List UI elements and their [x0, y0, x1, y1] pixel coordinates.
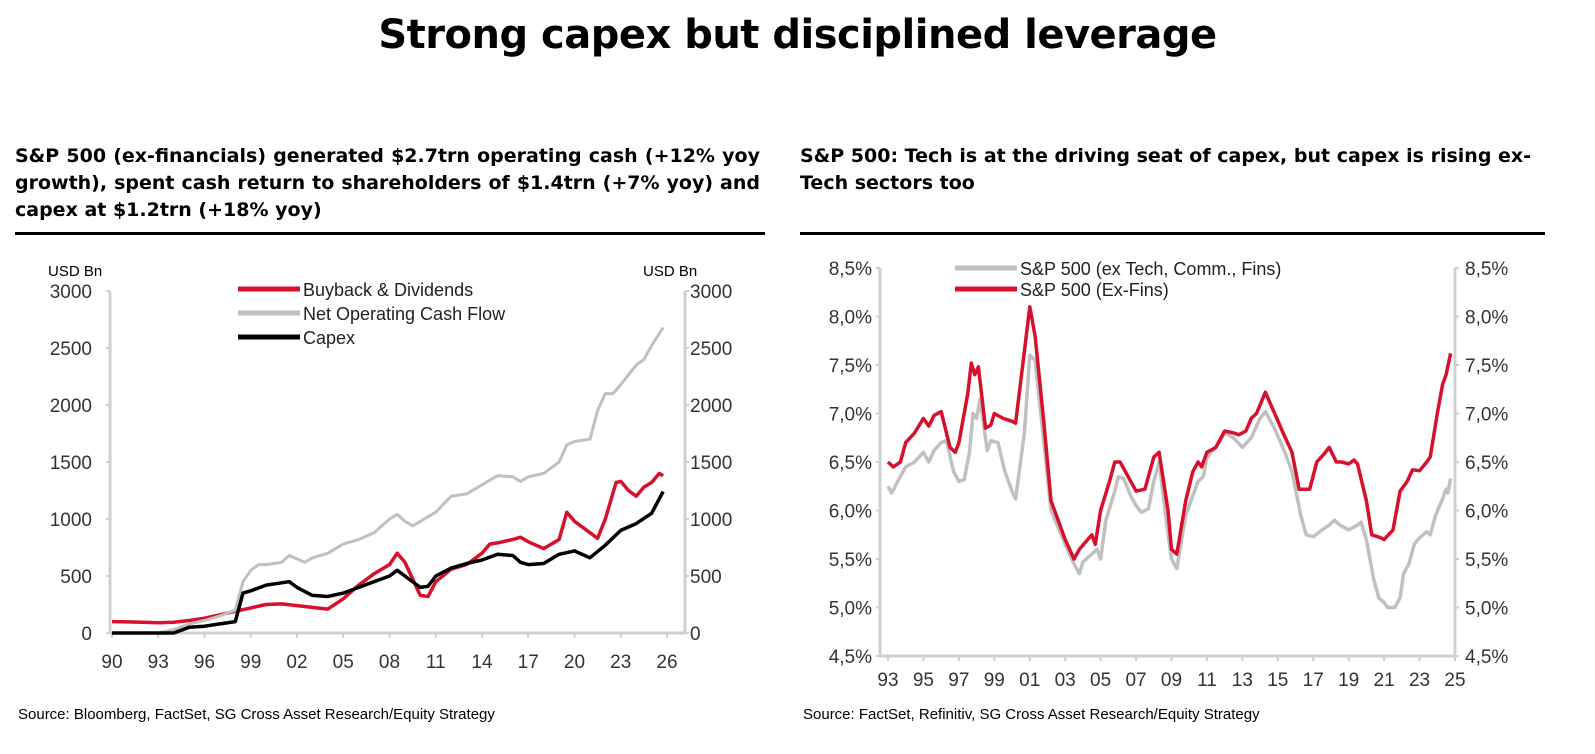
- x-tick-label: 15: [1267, 670, 1288, 691]
- y-tick-label-left: 7,0%: [829, 405, 872, 426]
- y-tick-label-left: 7,5%: [829, 356, 872, 377]
- x-tick-label: 14: [471, 652, 493, 673]
- x-tick-label: 01: [1019, 670, 1040, 691]
- series-line-s-p-500-ex-tech-comm-fins-: [886, 353, 1453, 610]
- y-tick-label-left: 8,5%: [829, 259, 872, 280]
- y-tick-label-right: 2000: [690, 396, 732, 417]
- x-tick-label: 23: [610, 652, 631, 673]
- x-tick-label: 11: [426, 652, 446, 673]
- y-tick-label-left: 2500: [50, 339, 92, 360]
- chart-1: 0 0 500 500 1000 1000 1500 1500 2000 2000 2500 2500…: [48, 263, 732, 673]
- x-tick-label: 21: [1374, 670, 1395, 691]
- series-line-s-p-500-ex-fins-: [886, 305, 1453, 561]
- y-tick-label-right: 6,0%: [1465, 502, 1508, 523]
- chart-2: 4,5% 4,5% 5,0% 5,0% 5,5% 5,5% 6,0% 6,0% 6,5% 6,5%…: [829, 259, 1509, 691]
- x-tick-label: 99: [984, 670, 1005, 691]
- x-tick-label: 03: [1055, 670, 1076, 691]
- y-tick-label-right: 7,0%: [1465, 405, 1508, 426]
- y-tick-label-left: 1500: [50, 453, 92, 474]
- y-tick-label-right: 0: [690, 624, 701, 645]
- x-tick-label: 99: [240, 652, 261, 673]
- y-tick-label-left: 6,0%: [829, 502, 872, 523]
- x-tick-label: 05: [1090, 670, 1111, 691]
- x-tick-label: 05: [333, 652, 354, 673]
- x-tick-label: 07: [1125, 670, 1146, 691]
- x-tick-label: 17: [1303, 670, 1324, 691]
- series-line-capex: [112, 490, 665, 635]
- y-tick-label-right: 7,5%: [1465, 356, 1508, 377]
- y-tick-label-left: 5,0%: [829, 599, 872, 620]
- x-tick-label: 97: [948, 670, 969, 691]
- x-tick-label: 23: [1409, 670, 1430, 691]
- right-chart-subtitle: S&P 500: Tech is at the driving seat of …: [800, 145, 1532, 194]
- y-tick-label-right: 6,5%: [1465, 453, 1508, 474]
- legend-label: S&P 500 (Ex-Fins): [1020, 280, 1169, 300]
- y-tick-label-left: 4,5%: [829, 647, 872, 668]
- y-tick-label-left: 3000: [50, 282, 92, 303]
- x-tick-label: 20: [564, 652, 585, 673]
- y-tick-label-left: 2000: [50, 396, 92, 417]
- y-tick-label-right: 2500: [690, 339, 732, 360]
- x-tick-label: 93: [877, 670, 898, 691]
- x-tick-label: 90: [101, 652, 122, 673]
- y-tick-label-left: 0: [81, 624, 92, 645]
- y-tick-label-right: 3000: [690, 282, 732, 303]
- x-tick-label: 13: [1232, 670, 1253, 691]
- y-tick-label-left: 8,0%: [829, 308, 872, 329]
- y-tick-label-right: 5,0%: [1465, 599, 1508, 620]
- y-tick-label-right: 5,5%: [1465, 550, 1508, 571]
- right-title-rule: [800, 232, 1545, 235]
- x-tick-label: 96: [194, 652, 215, 673]
- legend-label: Capex: [303, 328, 355, 348]
- left-unit-label: USD Bn: [48, 263, 102, 280]
- series-line-buyback-dividends: [111, 471, 665, 625]
- x-tick-label: 95: [913, 670, 934, 691]
- x-tick-label: 09: [1161, 670, 1182, 691]
- right-source-note: Source: FactSet, Refinitiv, SG Cross Ass…: [803, 706, 1260, 723]
- left-source-note: Source: Bloomberg, FactSet, SG Cross Ass…: [18, 706, 495, 723]
- legend-label: Net Operating Cash Flow: [303, 304, 506, 324]
- x-tick-label: 08: [379, 652, 400, 673]
- x-tick-label: 17: [518, 652, 539, 673]
- y-tick-label-left: 5,5%: [829, 550, 872, 571]
- x-tick-label: 19: [1338, 670, 1359, 691]
- y-tick-label-left: 1000: [50, 510, 92, 531]
- y-tick-label-right: 4,5%: [1465, 647, 1508, 668]
- x-tick-label: 25: [1444, 670, 1465, 691]
- x-tick-label: 02: [286, 652, 307, 673]
- series-line-net-operating-cash-flow: [112, 326, 665, 635]
- right-unit-label: USD Bn: [643, 263, 697, 280]
- legend-label: S&P 500 (ex Tech, Comm., Fins): [1020, 259, 1281, 279]
- y-tick-label-right: 8,0%: [1465, 308, 1508, 329]
- x-tick-label: 11: [1197, 670, 1217, 691]
- y-tick-label-right: 1000: [690, 510, 732, 531]
- y-tick-label-right: 8,5%: [1465, 259, 1508, 280]
- y-tick-label-left: 6,5%: [829, 453, 872, 474]
- x-tick-label: 93: [148, 652, 169, 673]
- left-chart-subtitle: S&P 500 (ex-financials) generated $2.7tr…: [15, 145, 760, 221]
- y-tick-label-right: 500: [690, 567, 722, 588]
- left-title-rule: [15, 232, 765, 235]
- page-title: Strong capex but disciplined leverage: [378, 12, 1217, 58]
- legend-label: Buyback & Dividends: [303, 280, 473, 300]
- y-tick-label-left: 500: [60, 567, 92, 588]
- x-tick-label: 26: [656, 652, 677, 673]
- y-tick-label-right: 1500: [690, 453, 732, 474]
